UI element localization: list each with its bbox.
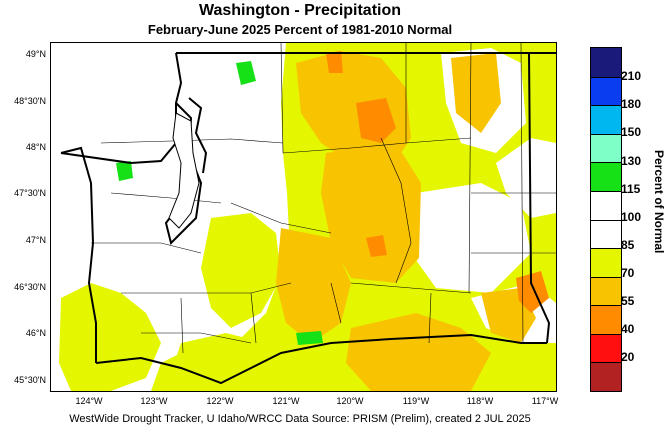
- legend-swatch: [591, 105, 621, 134]
- lon-label-123w: 123°W: [140, 396, 168, 406]
- region-below-55-top: [326, 51, 343, 73]
- legend-swatch: [591, 190, 621, 220]
- region-below-70-south: [346, 313, 491, 391]
- lat-label-48-30n: 48°30'N: [14, 96, 46, 106]
- legend-swatch: [591, 219, 621, 249]
- map-title: Washington - Precipitation: [198, 2, 402, 19]
- region-below-85-coast: [201, 213, 281, 328]
- legend-value-85: 85: [621, 238, 635, 252]
- legend-swatch: [591, 48, 621, 77]
- lon-label-119w: 119°W: [402, 396, 430, 406]
- region-below-70-central: [321, 143, 421, 283]
- region-below-55-north: [356, 98, 396, 143]
- precipitation-map: [50, 42, 557, 392]
- legend-swatch: [591, 162, 621, 191]
- lat-label-46n: 46°N: [25, 328, 46, 338]
- legend-swatch: [591, 276, 621, 306]
- lon-label-124w: 124°W: [75, 396, 103, 406]
- region-normal-northeast: [496, 138, 556, 218]
- region-below-85-west: [59, 283, 161, 391]
- legend-title: Percent of Normal: [652, 150, 666, 254]
- legend-value-55: 55: [621, 294, 635, 308]
- legend-value-100: 100: [621, 210, 642, 224]
- legend-value-210: 210: [621, 69, 642, 83]
- legend-swatch: [591, 248, 621, 277]
- lat-label-46-30n: 46°30'N: [14, 282, 46, 292]
- lat-label-49n: 49°N: [25, 49, 46, 59]
- region-above-115-south: [296, 331, 323, 345]
- region-below-55-central: [366, 235, 387, 257]
- map-canvas: [59, 43, 556, 391]
- legend-swatch: [591, 76, 621, 106]
- lat-label-48n: 48°N: [25, 142, 46, 152]
- region-above-115-north-cascades: [236, 61, 256, 85]
- legend-value-130: 130: [621, 154, 642, 168]
- region-below-70-northeast: [451, 53, 501, 133]
- region-above-115-west: [116, 161, 133, 181]
- county-boundaries: [91, 43, 556, 354]
- legend-value-150: 150: [621, 125, 642, 139]
- lat-label-47n: 47°N: [25, 235, 46, 245]
- footer-credit: WestWide Drought Tracker, U Idaho/WRCC D…: [69, 413, 531, 425]
- lon-label-121w: 121°W: [272, 396, 300, 406]
- legend-value-180: 180: [621, 97, 642, 111]
- legend-value-40: 40: [621, 322, 635, 336]
- lon-label-118w: 118°W: [466, 396, 494, 406]
- legend-swatch: [591, 362, 621, 391]
- lon-label-120w: 120°W: [336, 396, 364, 406]
- map-subtitle: February-June 2025 Percent of 1981-2010 …: [147, 22, 453, 37]
- legend-swatch: [591, 133, 621, 163]
- region-below-70-yakima: [276, 228, 351, 343]
- legend-value-20: 20: [621, 350, 635, 364]
- legend-swatch: [591, 305, 621, 334]
- legend-colorbar: [590, 47, 622, 392]
- lat-label-45-30n: 45°30'N: [14, 375, 46, 385]
- lon-label-122w: 122°W: [206, 396, 234, 406]
- region-normal-columbia-basin: [411, 183, 531, 293]
- puget-sound: [168, 112, 200, 229]
- legend-value-70: 70: [621, 266, 635, 280]
- legend-swatch: [591, 333, 621, 363]
- legend-value-115: 115: [621, 182, 641, 196]
- lat-label-47-30n: 47°30'N: [14, 188, 46, 198]
- lon-label-117w: 117°W: [531, 396, 559, 406]
- region-below-85-southwest: [171, 333, 281, 391]
